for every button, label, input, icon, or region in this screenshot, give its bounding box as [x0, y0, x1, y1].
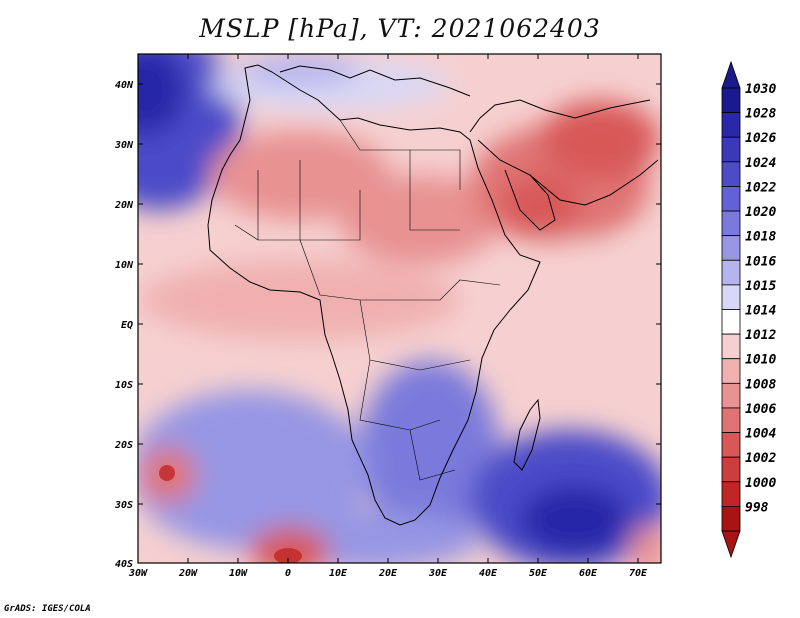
- colorbar-swatch: [721, 505, 741, 532]
- pressure-field: [138, 54, 661, 563]
- lon-label: 50E: [529, 568, 548, 579]
- grads-credit: GrADS: IGES/COLA: [4, 604, 91, 614]
- lon-label: 30E: [428, 568, 448, 579]
- colorbar-swatch: [721, 333, 741, 360]
- lon-label: 70E: [629, 568, 648, 579]
- lon-label: 30W: [128, 568, 148, 579]
- colorbar-swatch: [721, 481, 741, 507]
- colorbar-label: 998: [745, 500, 769, 515]
- colorbar-swatch: [721, 136, 741, 163]
- lon-label: 60E: [579, 568, 598, 579]
- colorbar-label: 1012: [745, 328, 776, 343]
- colorbar-label: 1008: [745, 377, 776, 392]
- colorbar: 1030 1028 1026 1024 1022 1020 1018 1016 1015 1014…: [721, 60, 776, 559]
- lat-label: 40S: [115, 559, 133, 570]
- colorbar-swatch: [721, 161, 741, 187]
- lat-label: 30N: [114, 140, 134, 151]
- colorbar-label: 1002: [745, 451, 776, 466]
- colorbar-label: 1015: [745, 279, 776, 294]
- colorbar-swatch: [721, 186, 741, 212]
- colorbar-swatch: [721, 382, 741, 409]
- colorbar-label: 1014: [745, 304, 776, 319]
- colorbar-label: 1010: [745, 353, 776, 368]
- colorbar-top-arrow: [721, 60, 741, 89]
- colorbar-label: 1028: [745, 107, 776, 122]
- lat-label: 20N: [114, 200, 134, 211]
- lon-label: 40E: [479, 568, 498, 579]
- colorbar-swatch: [721, 432, 741, 458]
- colorbar-swatch: [721, 112, 741, 138]
- colorbar-label: 1024: [745, 156, 776, 171]
- lat-axis: 40N 30N 20N 10N EQ 10S 20S 30S 40S: [114, 80, 661, 570]
- colorbar-swatch: [721, 210, 741, 237]
- colorbar-swatch: [721, 87, 741, 114]
- lat-label: 10S: [115, 380, 133, 391]
- colorbar-bottom-arrow: [721, 530, 741, 559]
- lat-label: 10N: [115, 260, 134, 271]
- lat-label: 30S: [114, 500, 133, 511]
- colorbar-label: 1016: [745, 254, 776, 269]
- colorbar-label: 1018: [745, 230, 776, 245]
- lon-label: 20E: [378, 568, 398, 579]
- colorbar-swatch: [721, 358, 741, 384]
- colorbar-swatch: [721, 284, 741, 310]
- coastlines: [207, 64, 659, 526]
- colorbar-swatch: [721, 456, 741, 483]
- colorbar-swatch: [721, 309, 741, 335]
- map-frame: [137, 53, 662, 564]
- colorbar-label: 1020: [745, 205, 776, 220]
- colorbar-label: 1026: [745, 131, 776, 146]
- colorbar-swatch: [721, 407, 741, 433]
- lon-axis: 30W 20W 10W 0 10E 20E 30E 40E 50E 60E 70…: [128, 54, 648, 579]
- lat-label: EQ: [121, 320, 133, 331]
- lon-label: 10W: [229, 568, 248, 579]
- lat-label: 20S: [114, 440, 133, 451]
- colorbar-label: 1004: [745, 427, 776, 442]
- lon-label: 10E: [329, 568, 348, 579]
- lat-label: 40N: [115, 80, 134, 91]
- lon-label: 20W: [178, 568, 198, 579]
- colorbar-label: 1030: [745, 82, 776, 97]
- lon-label: 0: [285, 568, 291, 579]
- colorbar-label: 1006: [745, 402, 776, 417]
- colorbar-label: 1000: [745, 476, 776, 491]
- country-borders: [234, 119, 501, 481]
- colorbar-label: 1022: [745, 180, 776, 195]
- colorbar-swatch: [721, 259, 741, 286]
- map-title: MSLP [hPa], VT: 2021062403: [199, 14, 601, 43]
- colorbar-swatch: [721, 235, 741, 261]
